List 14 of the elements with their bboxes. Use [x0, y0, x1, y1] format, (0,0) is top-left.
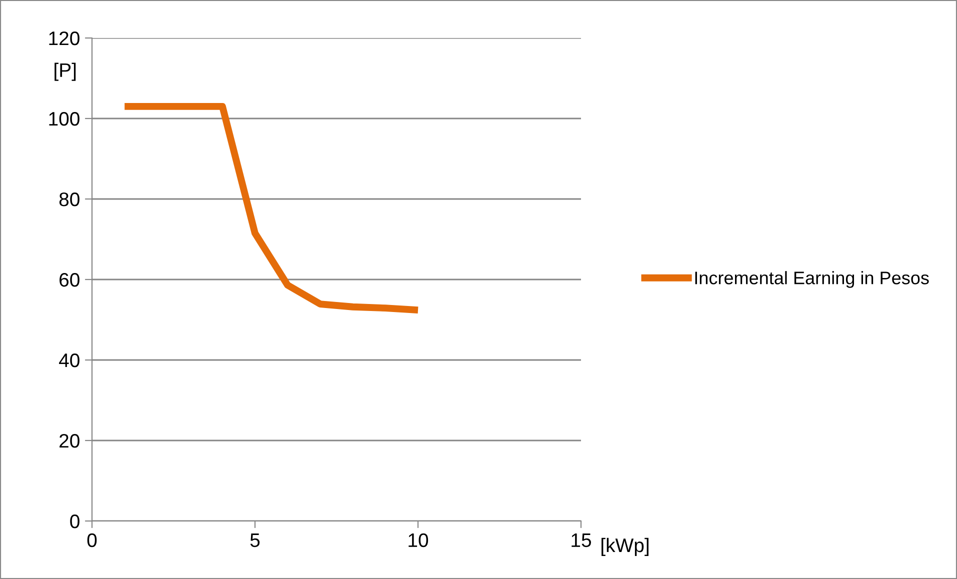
- y-axis-title: [P]: [54, 62, 76, 81]
- y-tick-label: 0: [70, 514, 80, 528]
- x-tick-label: 15: [572, 534, 591, 548]
- y-tick-label: 120: [49, 31, 80, 46]
- y-tick-label: 80: [59, 192, 80, 206]
- y-tick-label: 60: [60, 272, 80, 287]
- y-tick-label: 20: [60, 434, 80, 448]
- x-tick-label: 5: [250, 534, 260, 548]
- legend-label: Incremental Earning in Pesos: [695, 271, 929, 288]
- x-axis-title: [kWp]: [602, 538, 648, 556]
- y-tick-label: 100: [49, 112, 80, 126]
- x-tick-label: 10: [408, 533, 428, 548]
- y-tick-label: 40: [59, 353, 80, 368]
- x-tick-label: 0: [87, 533, 97, 548]
